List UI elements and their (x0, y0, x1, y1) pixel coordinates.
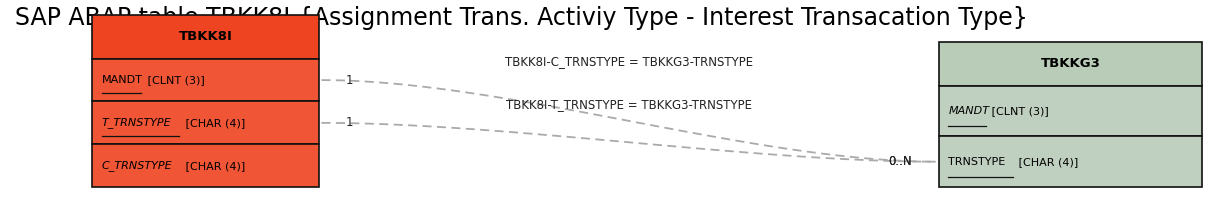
Text: 1: 1 (346, 116, 353, 129)
Text: [CHAR (4)]: [CHAR (4)] (1015, 157, 1079, 167)
Text: [CLNT (3)]: [CLNT (3)] (988, 106, 1049, 116)
Text: TBKK8I-C_TRNSTYPE = TBKKG3-TRNSTYPE: TBKK8I-C_TRNSTYPE = TBKKG3-TRNSTYPE (504, 55, 753, 68)
Bar (92, 59, 319, 101)
Text: [CLNT (3)]: [CLNT (3)] (144, 75, 205, 85)
Bar (939, 86, 1202, 136)
Text: [CHAR (4)]: [CHAR (4)] (182, 118, 245, 128)
Text: SAP ABAP table TBKK8I {Assignment Trans. Activiy Type - Interest Transacation Ty: SAP ABAP table TBKK8I {Assignment Trans.… (15, 6, 1027, 30)
Bar (939, 136, 1202, 187)
Text: 0..N: 0..N (888, 155, 912, 168)
Text: 0..N: 0..N (888, 155, 912, 168)
Text: TBKK8I-T_TRNSTYPE = TBKKG3-TRNSTYPE: TBKK8I-T_TRNSTYPE = TBKKG3-TRNSTYPE (506, 98, 752, 111)
Text: MANDT: MANDT (948, 106, 989, 116)
Text: MANDT: MANDT (102, 75, 142, 85)
Text: T_TRNSTYPE: T_TRNSTYPE (102, 117, 172, 128)
Text: 1: 1 (346, 74, 353, 87)
Bar (92, 144, 319, 187)
Text: C_TRNSTYPE: C_TRNSTYPE (102, 160, 173, 171)
Text: TBKK8I: TBKK8I (179, 30, 232, 43)
Bar (939, 42, 1202, 86)
Text: TBKKG3: TBKKG3 (1040, 57, 1101, 70)
Text: [CHAR (4)]: [CHAR (4)] (182, 161, 245, 171)
Bar (92, 101, 319, 144)
Bar (92, 15, 319, 59)
Text: TRNSTYPE: TRNSTYPE (948, 157, 1006, 167)
